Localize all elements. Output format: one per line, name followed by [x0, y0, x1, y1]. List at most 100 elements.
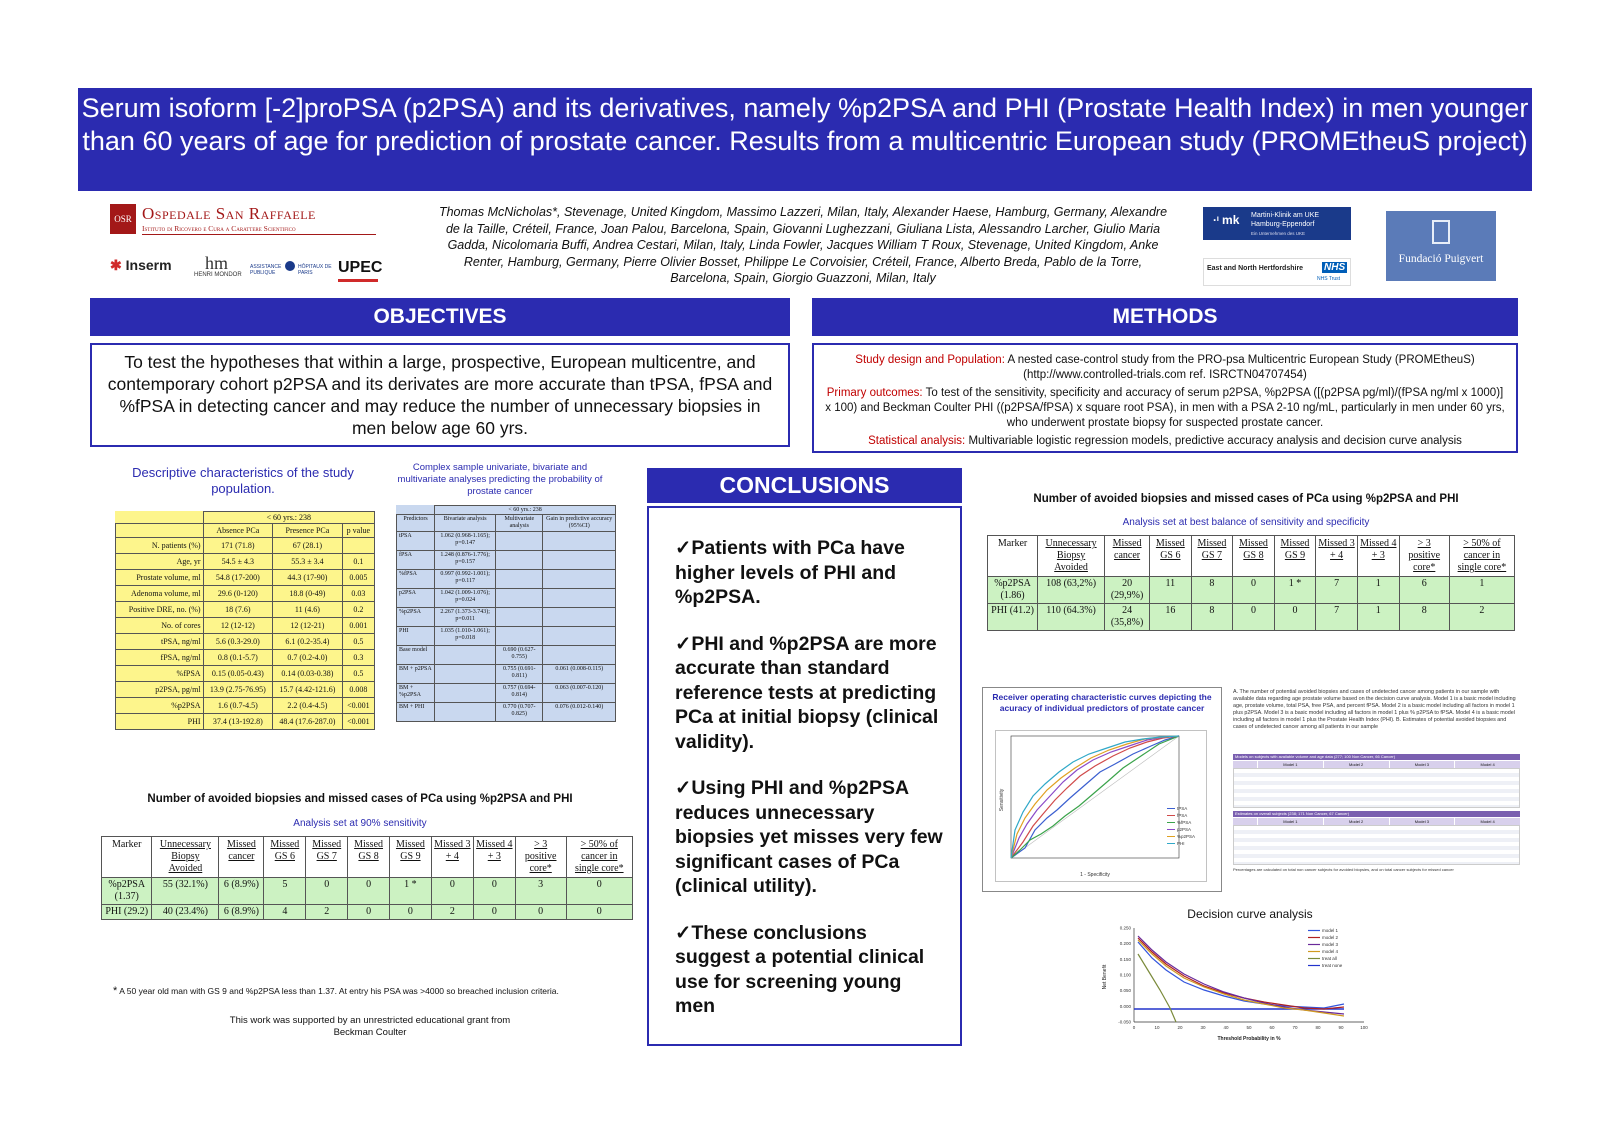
avoided-90-cell: 2: [305, 904, 349, 920]
descriptive-cell: Prostate volume, ml: [115, 569, 204, 586]
decision-legend-label: treat all: [1322, 956, 1337, 961]
avoided-best-cell: 110 (64.3%): [1037, 603, 1106, 631]
avoided-best-subtitle: Analysis set at best balance of sensitiv…: [1122, 517, 1370, 528]
complex-cell: [495, 607, 544, 627]
avoided-90-col-header: Missed 4 + 3: [472, 836, 516, 878]
complex-cell: 1.062 (0.968-1.165); p=0.147: [434, 531, 497, 551]
descriptive-cell: 0.5: [341, 633, 376, 650]
avoided-90-col-header: Missed GS 7: [305, 836, 349, 878]
descriptive-cell: <0.001: [341, 713, 376, 730]
mini-table-a-header: Models on subjects with available volume…: [1233, 754, 1520, 760]
avoided-90-cell: 4: [263, 904, 307, 920]
side-note: A. The number of potential avoided biops…: [1233, 689, 1516, 730]
complex-cell: [434, 683, 497, 703]
martini-name: Martini-Klinik am UKE Hamburg-Eppendorf: [1251, 212, 1320, 228]
roc-curve-fpsa: [1010, 735, 1180, 859]
avoided-best-col-header: Missed GS 7: [1190, 535, 1234, 577]
descriptive-row: p2PSA, pg/ml 13.9 (2.75-76.95) 15.7 (4.42-…: [115, 681, 376, 698]
nhs-badge: NHS: [1322, 262, 1348, 273]
descriptive-row: Adenoma volume, ml 29.6 (0-120) 18.8 (0-49…: [115, 585, 376, 602]
complex-cell: [495, 569, 544, 589]
decision-title: Decision curve analysis: [1187, 907, 1313, 921]
descriptive-row: %fPSA 0.15 (0.05-0.43) 0.14 (0.03-0.38) 0.5: [115, 665, 376, 682]
avoided-best-header-row: Marker Unnecessary Biopsy Avoided Missed c…: [986, 535, 1516, 577]
complex-cell: Base model: [395, 645, 436, 665]
roc-title: Receiver operating characteristic curves…: [992, 692, 1212, 713]
descriptive-row: Positive DRE, no. (%) 18 (7.6) 11 (4.6) 0.2: [115, 601, 376, 618]
descriptive-cell: PHI: [115, 713, 204, 730]
avoided-best-title: Number of avoided biopsies and missed ca…: [1033, 493, 1459, 505]
roc-legend-label: tPSA: [1177, 806, 1187, 811]
decision-x-tick: 20: [1177, 1025, 1183, 1030]
descriptive-cell: 6.1 (0.2-35.4): [272, 633, 343, 650]
complex-cell: [542, 588, 616, 608]
complex-row: fPSA 1.248 (0.876-1.776); p=0.157: [395, 550, 616, 570]
decision-xlabel: Threshold Probability in %: [1217, 1036, 1281, 1042]
decision-legend-label: treat none: [1322, 963, 1343, 968]
decision-legend: model 1 model 2 model 3 model 4 treat all tre…: [1308, 928, 1343, 968]
roc-legend: tPSA fPSA %fPSA p2PSA %p2PSA PHI: [1167, 806, 1195, 846]
decision-y-ticks: 0.250 0.200 0.150 0.100 0.050 0.000 -0.050: [1118, 926, 1131, 1025]
upec-logo: UPEC: [338, 259, 383, 276]
complex-cell: [495, 588, 544, 608]
avoided-best-col-header: Missed cancer: [1104, 535, 1151, 577]
mini-model-label: Model 1: [1258, 818, 1323, 825]
avoided-best-col-header: Missed GS 6: [1149, 535, 1192, 577]
enh-label: East and North Hertfordshire: [1207, 265, 1304, 272]
avoided-best-row: %p2PSA (1.86) 108 (63,2%) 20 (29,9%) 11 8 0 1 …: [986, 576, 1516, 604]
avoided-90-col-header: Missed 3 + 4: [430, 836, 474, 878]
complex-cell: fPSA: [395, 550, 436, 570]
complex-cell: %fPSA: [395, 569, 436, 589]
descriptive-cell: 12 (12-21): [272, 617, 343, 634]
decision-y-tick: 0.000: [1120, 1004, 1132, 1009]
descriptive-cell: <0.001: [341, 697, 376, 714]
complex-cell: %p2PSA: [395, 607, 436, 627]
osr-subtitle: Istituto di Ricovero e Cura a Carattere …: [142, 224, 296, 233]
descriptive-cell: 1.6 (0.7-4.5): [202, 697, 274, 714]
descriptive-row: PHI 37.4 (13-192.8) 48.4 (17.6-287.0) <0.00…: [115, 713, 376, 730]
descriptive-cell: %fPSA: [115, 665, 204, 682]
complex-col-header: Multivariate analysis: [495, 514, 544, 532]
descriptive-row: Age, yr 54.5 ± 4.3 55.3 ± 3.4 0.1: [115, 553, 376, 570]
decision-legend-label: model 2: [1322, 935, 1339, 940]
decision-x-tick: 50: [1246, 1025, 1252, 1030]
complex-cell: 1.248 (0.876-1.776); p=0.157: [434, 550, 497, 570]
descriptive-cell: 13.9 (2.75-76.95): [202, 681, 274, 698]
decision-legend-label: model 1: [1322, 928, 1339, 933]
complex-cell: 1.035 (1.010-1.061); p=0.018: [434, 626, 497, 646]
avoided-90-cell: 55 (32.1%): [151, 877, 220, 905]
descriptive-cell: %p2PSA: [115, 697, 204, 714]
complex-col-header: Bivariate analysis: [434, 514, 497, 532]
dca-model-4: [1137, 939, 1345, 1017]
mini-model-spacer: [1233, 818, 1257, 825]
descriptive-cell: 0.14 (0.03-0.38): [272, 665, 343, 682]
descriptive-cell: 67 (28.1): [272, 537, 343, 554]
roc-legend-label: p2PSA: [1177, 827, 1191, 832]
decision-x-tick: 30: [1200, 1025, 1206, 1030]
mini-model-label: Model 3: [1389, 818, 1455, 825]
conclusions-list: ✓Patients with PCa have higher levels of…: [675, 536, 946, 1019]
descriptive-row: %p2PSA 1.6 (0.7-4.5) 2.2 (0.4-4.5) <0.001: [115, 697, 376, 714]
descriptive-cell: 54.5 ± 4.3: [202, 553, 274, 570]
avoided-90-cell: 0: [347, 904, 390, 920]
avoided-best-col-header: Unnecessary Biopsy Avoided: [1037, 535, 1106, 577]
descriptive-table: < 60 yrs.: 238 Absence PCa Presence PCa p …: [115, 511, 376, 730]
avoided-90-title: Number of avoided biopsies and missed ca…: [147, 793, 573, 805]
descriptive-col-header: [115, 523, 204, 538]
descriptive-cell: 48.4 (17.6-287.0): [272, 713, 343, 730]
avoided-best-cell: %p2PSA (1.86): [986, 576, 1039, 604]
descriptive-cell: 0.5: [341, 665, 376, 682]
roc-reference-line: [1010, 735, 1180, 859]
nhs-trust-label: NHS Trust: [1317, 276, 1341, 282]
avoided-best-cell: 16: [1149, 603, 1192, 631]
avoided-90-cell: 2: [430, 904, 474, 920]
complex-cell: [542, 531, 616, 551]
objectives-heading: OBJECTIVES: [90, 298, 790, 336]
descriptive-row: Prostate volume, ml 54.8 (17-200) 44.3 (17…: [115, 569, 376, 586]
descriptive-cell: p2PSA, pg/ml: [115, 681, 204, 698]
footnote-mark: *: [113, 985, 118, 997]
roc-plot-area: [1010, 735, 1180, 859]
descriptive-row: No. of cores 12 (12-12) 12 (12-21) 0.001: [115, 617, 376, 634]
avoided-best-cell: 11: [1149, 576, 1192, 604]
descriptive-cell: 171 (71.8): [202, 537, 274, 554]
